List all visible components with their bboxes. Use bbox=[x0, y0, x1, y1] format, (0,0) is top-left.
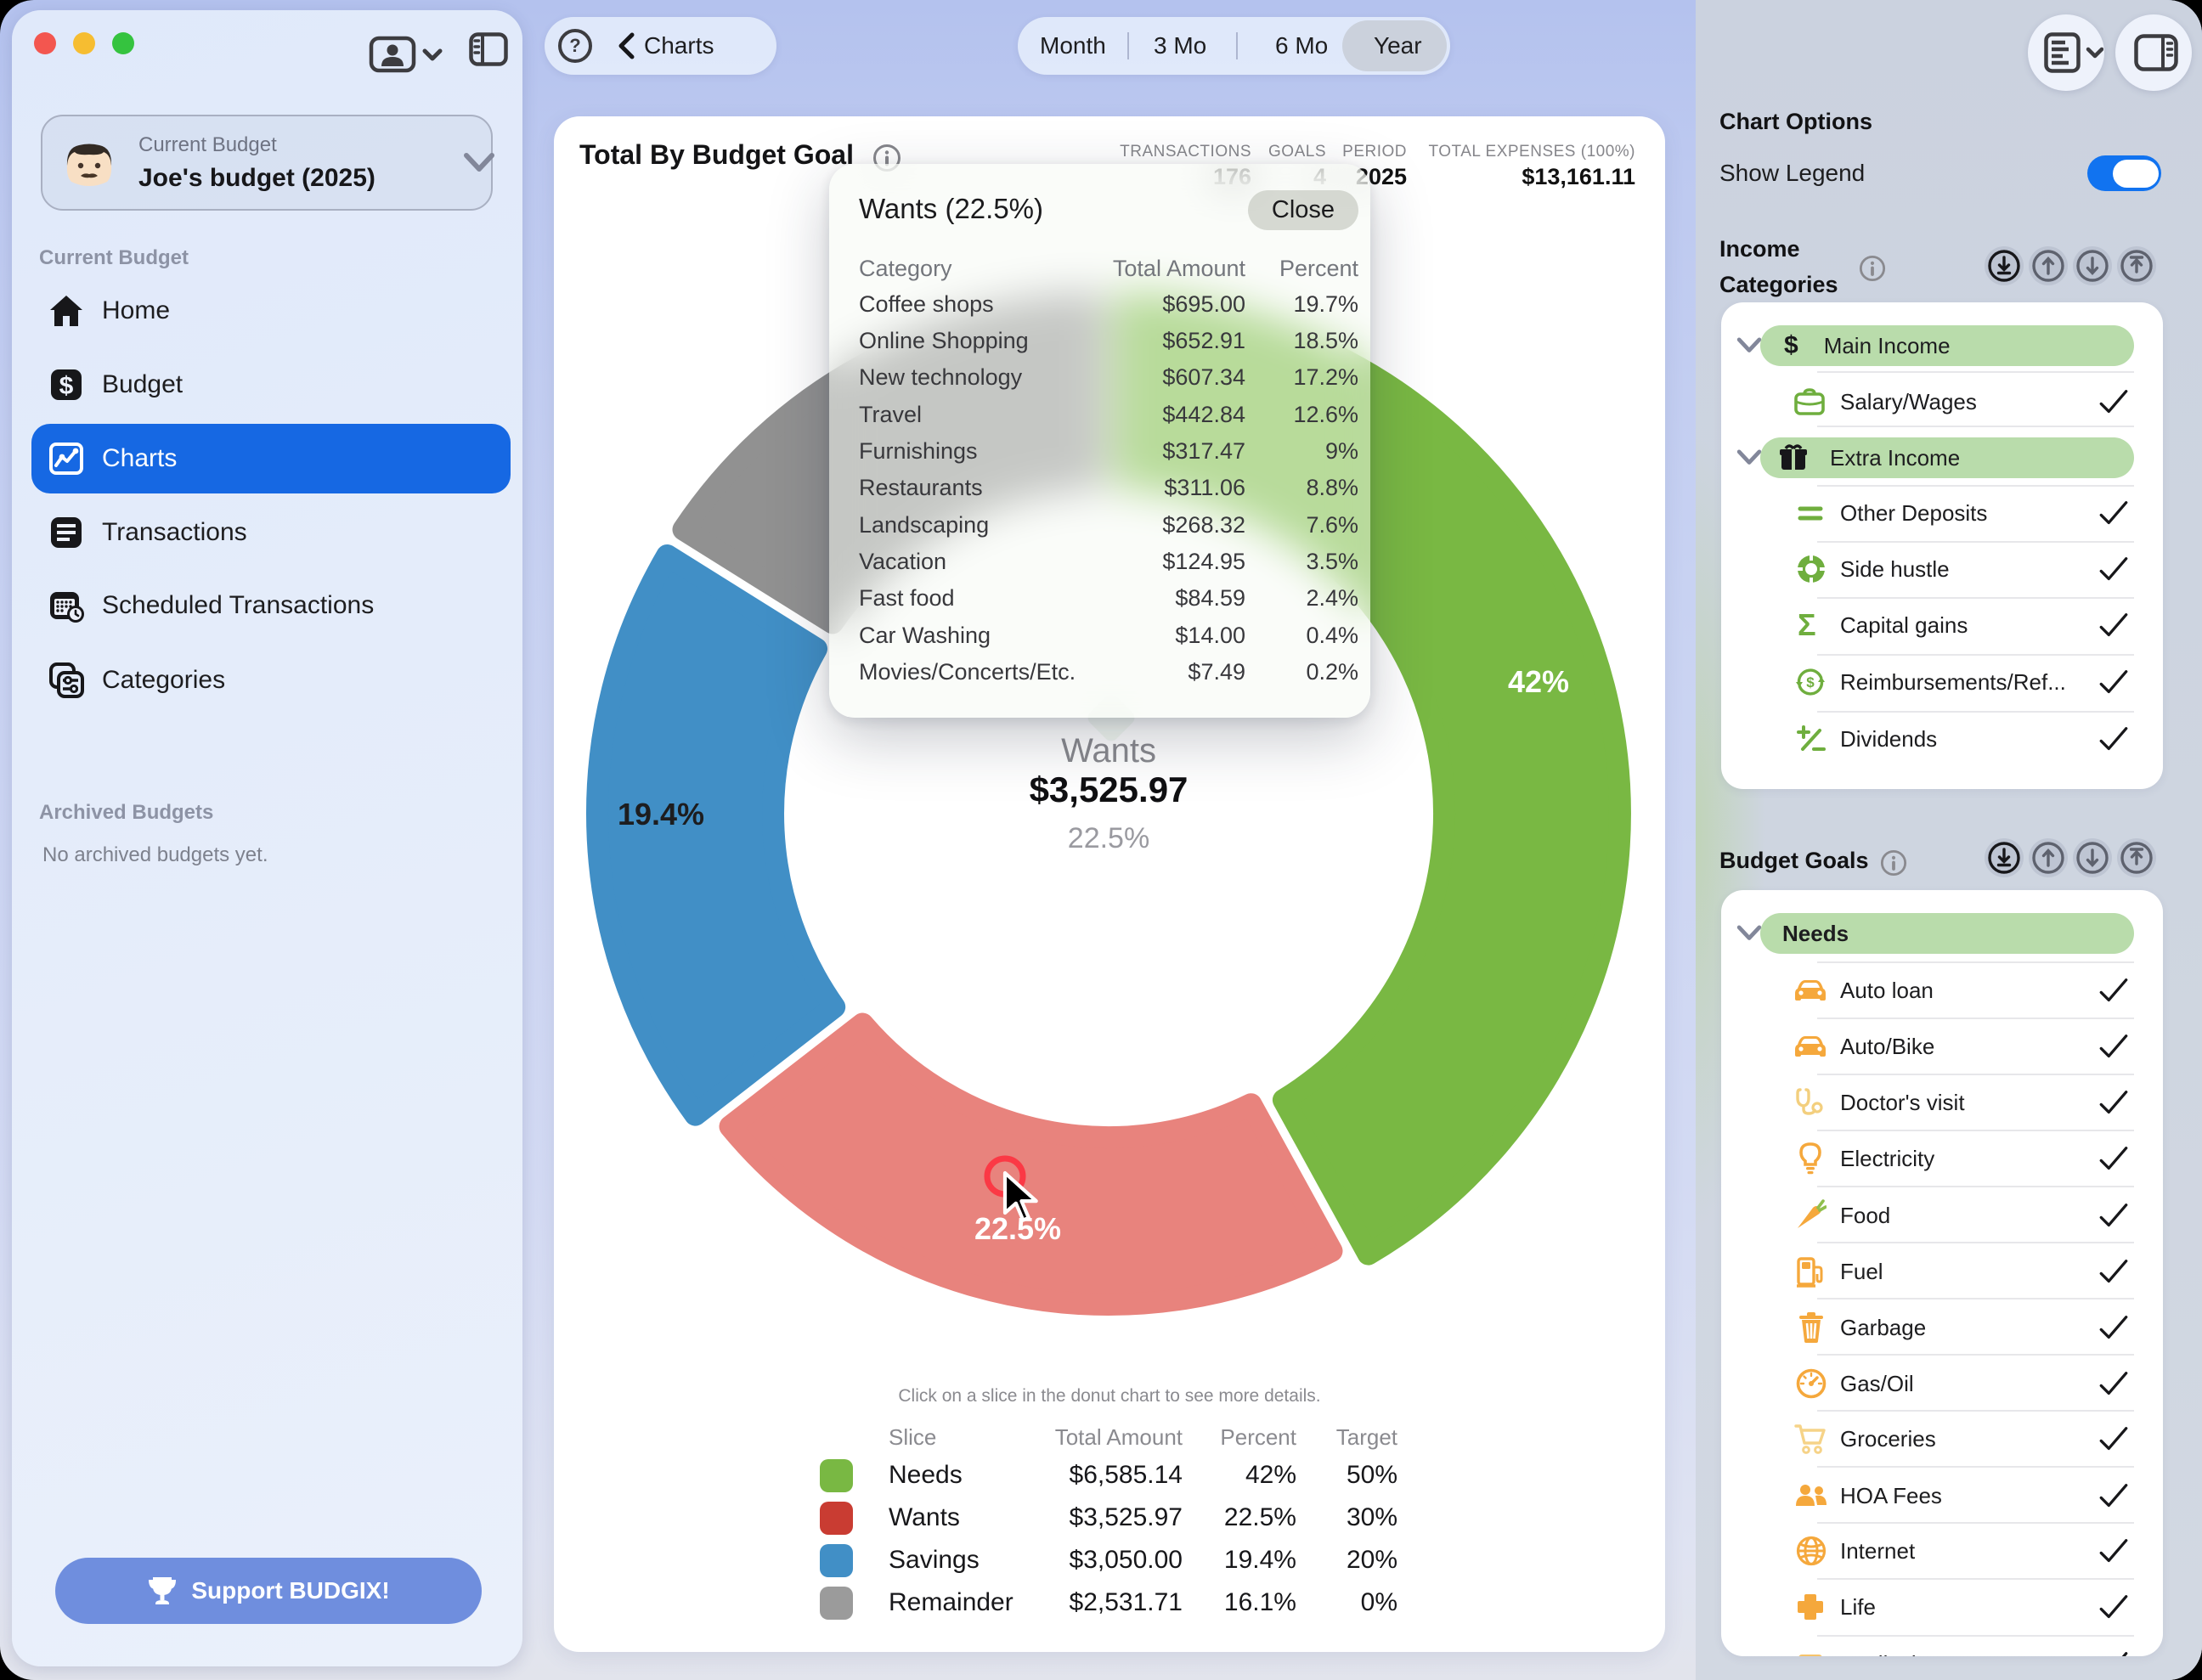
svg-text:?: ? bbox=[569, 35, 580, 56]
svg-text:$: $ bbox=[1806, 674, 1815, 691]
svg-text:$: $ bbox=[59, 372, 74, 400]
svg-text:22.5%: 22.5% bbox=[974, 1211, 1061, 1246]
svg-text:19.4%: 19.4% bbox=[618, 797, 704, 832]
svg-text:42%: 42% bbox=[1508, 664, 1569, 699]
